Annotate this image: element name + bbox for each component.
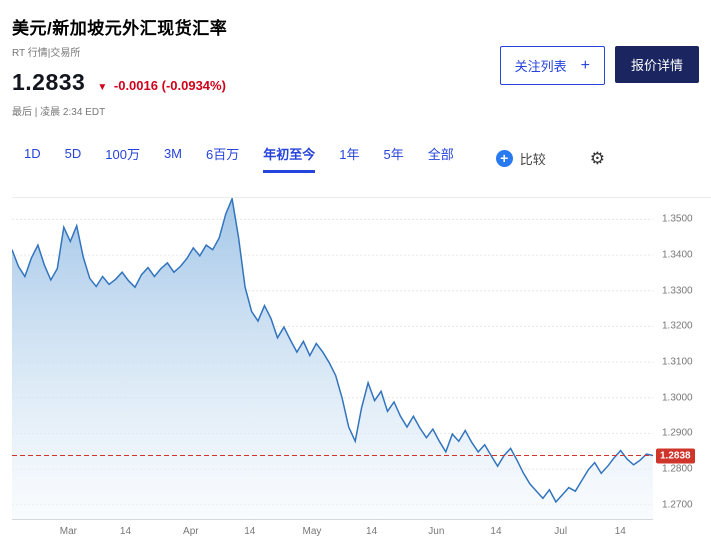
chart-toolbar: 1D 5D 100万 3M 6百万 年初至今 1年 5年 全部 + 比较 ⚙ <box>12 144 711 173</box>
exchange-subtitle: RT 行情|交易所 <box>12 48 81 59</box>
y-axis-label: 1.3500 <box>662 213 693 225</box>
range-tab-年初至今[interactable]: 年初至今 <box>263 144 316 173</box>
range-tab-1D[interactable]: 1D <box>24 146 41 161</box>
range-tab-100万[interactable]: 100万 <box>105 147 140 162</box>
x-axis-label: Mar <box>59 526 78 537</box>
x-axis-label: 14 <box>244 526 256 537</box>
current-price-tag: 1.2838 <box>656 448 695 463</box>
x-axis-label: Jul <box>554 526 568 537</box>
last-updated: 最后 | 凌晨 2:34 EDT <box>12 107 106 118</box>
y-axis: 1.2838 1.3500 1.3400 1.3300 1.3200 1.3100 1.3… <box>653 198 711 520</box>
settings-gear-icon[interactable]: ⚙ <box>589 148 606 168</box>
range-tab-3M[interactable]: 3M <box>163 146 183 161</box>
range-tab-1年[interactable]: 1年 <box>339 147 360 162</box>
y-axis-label: 1.2700 <box>662 499 693 511</box>
last-price: 1.2833 <box>12 69 86 95</box>
watchlist-button-label: 关注列表 <box>514 59 567 74</box>
range-tab-全部[interactable]: 全部 <box>427 147 454 162</box>
compare-label: 比较 <box>519 152 546 167</box>
x-axis-label: 14 <box>614 526 626 537</box>
add-compare-icon: + <box>495 150 513 167</box>
y-axis-label: 1.2900 <box>662 427 693 439</box>
x-axis-label: May <box>302 526 322 537</box>
range-tab-5年[interactable]: 5年 <box>383 147 404 162</box>
x-axis-label: Apr <box>183 526 199 537</box>
quote-header: 美元/新加坡元外汇现货汇率 RT 行情|交易所 1.2833 ▼ -0.0016… <box>12 14 711 118</box>
y-axis-label: 1.2800 <box>662 463 693 475</box>
price-chart: 1.2838 1.3500 1.3400 1.3300 1.3200 1.3100 1.3… <box>12 197 711 542</box>
y-axis-label: 1.3400 <box>662 249 693 261</box>
y-axis-label: 1.3300 <box>662 285 693 297</box>
range-tab-5D[interactable]: 5D <box>64 146 82 161</box>
range-tab-6百万[interactable]: 6百万 <box>206 147 240 162</box>
compare-button[interactable]: + 比较 <box>495 149 546 168</box>
x-axis-label: 14 <box>490 526 502 537</box>
change-value: -0.0016 <box>113 78 158 93</box>
down-arrow-icon: ▼ <box>97 82 108 93</box>
y-axis-label: 1.3200 <box>662 320 693 332</box>
y-axis-label: 1.3000 <box>662 392 693 404</box>
watchlist-button[interactable]: 关注列表 + <box>499 46 605 85</box>
x-axis-label: 14 <box>366 526 378 537</box>
page-title: 美元/新加坡元外汇现货汇率 <box>12 19 228 38</box>
x-axis-label: Jun <box>428 526 445 537</box>
x-axis: Mar 14 Apr 14 May 14 Jun 14 Jul 14 <box>12 520 653 542</box>
range-tabs: 1D 5D 100万 3M 6百万 年初至今 1年 5年 全部 <box>24 144 454 173</box>
y-axis-label: 1.3100 <box>662 356 693 368</box>
quote-details-button[interactable]: 报价详情 <box>614 46 699 83</box>
chart-plot-area[interactable] <box>12 198 653 520</box>
change-percent: (-0.0934%) <box>161 78 226 93</box>
price-change: ▼ -0.0016 (-0.0934%) <box>97 78 226 93</box>
plus-icon: + <box>580 56 590 74</box>
x-axis-label: 14 <box>119 526 132 537</box>
